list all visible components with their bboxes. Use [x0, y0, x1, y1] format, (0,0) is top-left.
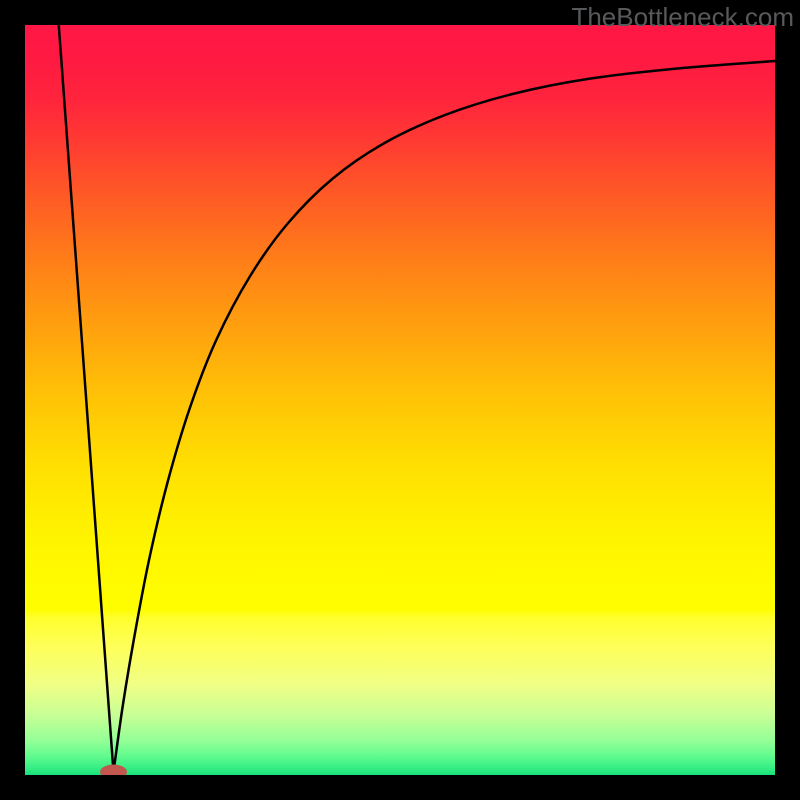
plot-area [25, 25, 775, 775]
watermark-label: TheBottleneck.com [571, 0, 800, 33]
gradient-background [25, 25, 775, 775]
chart-svg [25, 25, 775, 775]
chart-container: TheBottleneck.com [0, 0, 800, 800]
